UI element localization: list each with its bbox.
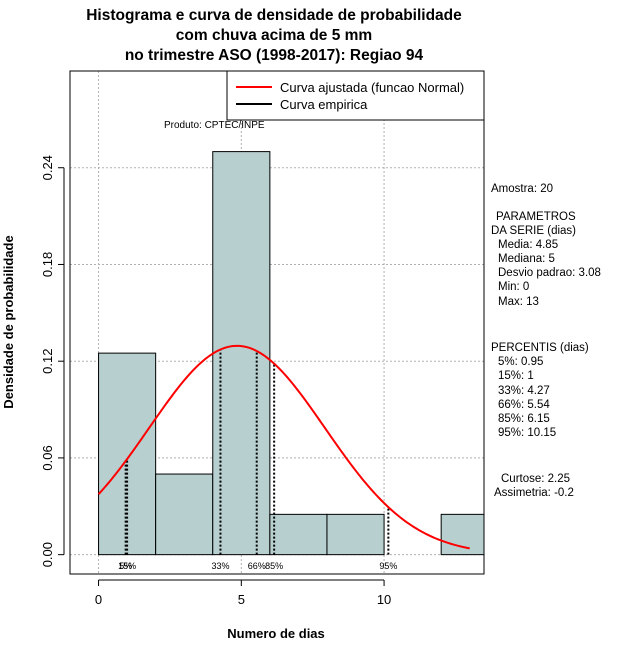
y-tick-label-2: 0.12 — [40, 349, 55, 374]
stat-desvio: Desvio padrao: 3.08 — [498, 267, 601, 279]
stat-param-title-2: DA SERIE (dias) — [491, 225, 576, 237]
legend-label-fit: Curva ajustada (funcao Normal) — [280, 80, 464, 95]
x-tick-label-2: 10 — [377, 592, 391, 607]
percentile-label-0: 5% — [119, 561, 132, 571]
percentile-label-2: 33% — [211, 561, 229, 571]
stat-p66: 66%: 5.54 — [498, 399, 550, 411]
percentile-label-3: 66% — [248, 561, 266, 571]
histogram-bars — [98, 151, 485, 556]
y-tick-label-0: 0.00 — [40, 542, 55, 567]
histogram-bar-0 — [98, 352, 157, 556]
stat-assimetria: Assimetria: -0.2 — [494, 487, 574, 499]
stat-amostra: Amostra: 20 — [491, 183, 553, 195]
stat-p85: 85%: 6.15 — [498, 413, 550, 425]
stat-p95: 95%: 10.15 — [498, 427, 557, 439]
stat-param-title-1: PARAMETROS — [496, 211, 576, 223]
chart-title-line-3: no trimestre ASO (1998-2017): Regiao 94 — [124, 47, 424, 64]
histogram-bar-1 — [155, 473, 214, 556]
percentile-label-4: 85% — [265, 561, 283, 571]
product-annotation: Produto: CPTEC/INPE — [164, 120, 265, 131]
x-tick-label-1: 5 — [238, 592, 245, 607]
histogram-bar-4 — [326, 513, 385, 556]
legend-box — [226, 70, 485, 121]
stat-media: Media: 4.85 — [498, 239, 559, 251]
x-axis-label: Numero de dias — [227, 626, 325, 641]
stat-curtose: Curtose: 2.25 — [501, 473, 571, 485]
x-axis: 0 5 10 — [95, 579, 391, 607]
percentile-lines: 5%15% 33% 66% 85% 95% — [118, 349, 397, 571]
chart-title-line-1: Histograma e curva de densidade de proba… — [86, 7, 462, 24]
y-tick-label-4: 0.24 — [40, 155, 55, 180]
y-tick-label-3: 0.18 — [40, 252, 55, 277]
chart-title-line-2: com chuva acima de 5 mm — [175, 27, 373, 44]
stat-mediana: Mediana: 5 — [498, 253, 555, 265]
stat-max: Max: 13 — [498, 296, 539, 308]
percentile-label-1: 15% — [118, 561, 136, 571]
percentile-label-5: 95% — [379, 561, 397, 571]
y-tick-label-1: 0.06 — [40, 445, 55, 470]
histogram-bar-3 — [269, 513, 328, 556]
stat-p5: 5%: 0.95 — [498, 356, 544, 368]
stat-perc-title: PERCENTIS (dias) — [491, 342, 589, 354]
stat-p15: 15%: 1 — [498, 370, 534, 382]
y-axis-label: Densidade de probabilidade — [1, 235, 16, 408]
legend: Curva ajustada (funcao Normal) Curva emp… — [226, 70, 485, 121]
stat-min: Min: 0 — [498, 281, 530, 293]
x-tick-label-0: 0 — [95, 592, 102, 607]
normal-curve — [97, 344, 470, 550]
legend-label-empirical: Curva empirica — [280, 97, 368, 112]
y-axis: 0.00 0.06 0.12 0.18 0.24 — [40, 155, 65, 567]
stat-p33: 33%: 4.27 — [498, 385, 550, 397]
histogram-bar-6 — [440, 513, 485, 556]
